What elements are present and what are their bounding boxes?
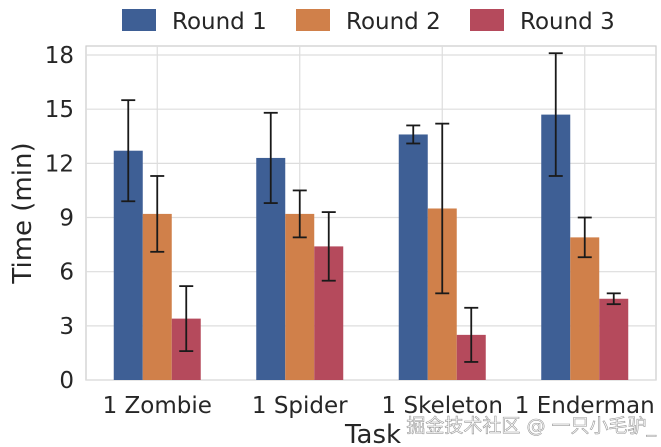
error-bar — [548, 52, 563, 177]
error-bar — [464, 306, 479, 363]
watermark-text: 掘金技术社区 @ 一只小毛驴_ — [406, 415, 656, 437]
bar — [570, 237, 600, 380]
legend-label: Round 1 — [172, 9, 267, 35]
axes-layer: 0 3 6 9 12 15 18 1 Zombie 1 Spider 1 Skeleton 1 En… — [45, 43, 655, 419]
y-axis-label: Time (min) — [8, 142, 38, 284]
bar — [398, 134, 428, 380]
legend-swatch — [296, 9, 330, 31]
bars-layer — [113, 52, 629, 380]
y-tick-label: 6 — [59, 260, 74, 286]
legend-swatch — [122, 9, 156, 31]
error-bar — [121, 99, 136, 203]
x-tick-label: 1 Spider — [252, 393, 348, 419]
error-bar — [150, 175, 165, 253]
legend-label: Round 2 — [346, 9, 441, 35]
legend-swatch — [470, 9, 504, 31]
error-bar — [435, 122, 450, 295]
error-bar — [406, 124, 421, 145]
bar — [285, 213, 315, 380]
error-bar — [292, 189, 307, 239]
y-tick-label: 12 — [45, 151, 74, 177]
y-tick-label: 18 — [45, 43, 74, 69]
x-axis-label: Task — [344, 420, 401, 447]
legend-item: Round 1 — [122, 9, 267, 35]
x-tick-label: 1 Zombie — [103, 393, 212, 419]
legend-label: Round 3 — [520, 9, 615, 35]
error-bar — [179, 285, 194, 353]
y-tick-label: 0 — [59, 368, 74, 394]
error-bar — [577, 216, 592, 259]
x-tick-label: 1 Skeleton — [382, 393, 503, 419]
legend-item: Round 3 — [470, 9, 615, 35]
error-bar — [321, 211, 336, 282]
y-tick-label: 3 — [59, 314, 74, 340]
error-bar — [263, 111, 278, 204]
error-bar — [606, 292, 621, 306]
y-tick-label: 15 — [45, 97, 74, 123]
x-tick-label: 1 Enderman — [515, 393, 655, 419]
bar — [599, 298, 629, 380]
y-tick-label: 9 — [59, 206, 74, 232]
legend-item: Round 2 — [296, 9, 441, 35]
legend: Round 1 Round 2 Round 3 — [122, 9, 615, 35]
